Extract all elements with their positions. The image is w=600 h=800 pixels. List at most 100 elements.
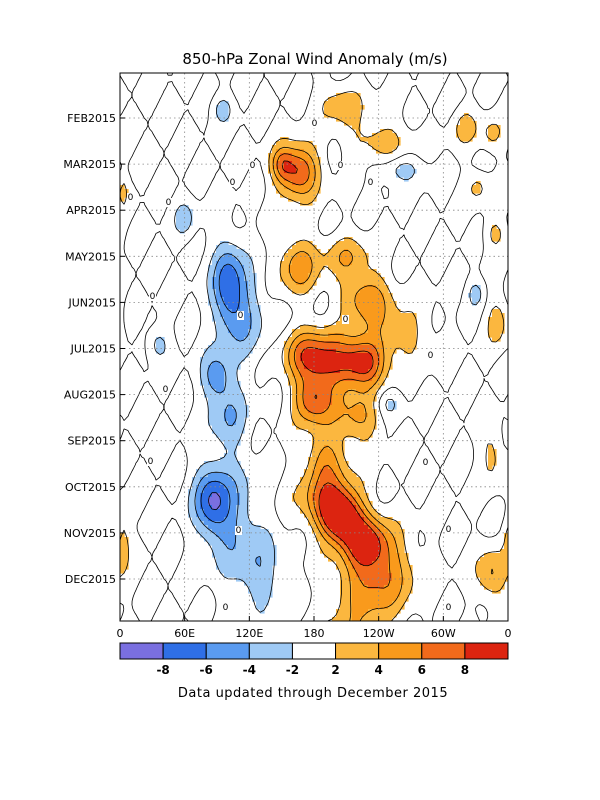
anomaly-cell bbox=[284, 365, 289, 370]
anomaly-cell bbox=[224, 493, 229, 498]
anomaly-cell bbox=[304, 169, 309, 174]
anomaly-cell bbox=[280, 145, 285, 150]
anomaly-cell bbox=[228, 297, 233, 302]
anomaly-cell bbox=[208, 377, 213, 382]
anomaly-cell bbox=[224, 285, 229, 290]
anomaly-cell bbox=[208, 289, 213, 294]
anomaly-cell bbox=[316, 493, 321, 498]
anomaly-cell bbox=[232, 397, 237, 402]
anomaly-cell bbox=[352, 481, 357, 486]
anomaly-cell bbox=[304, 273, 309, 278]
anomaly-cell bbox=[300, 165, 305, 170]
anomaly-cell bbox=[400, 325, 405, 330]
anomaly-cell bbox=[208, 285, 213, 290]
anomaly-cell bbox=[268, 585, 273, 590]
anomaly-cell bbox=[216, 461, 221, 466]
anomaly-cell bbox=[320, 341, 325, 346]
anomaly-cell bbox=[332, 441, 337, 446]
anomaly-cell bbox=[344, 373, 349, 378]
anomaly-cell bbox=[368, 373, 373, 378]
anomaly-cell bbox=[300, 181, 305, 186]
contour-lines bbox=[120, 73, 508, 621]
anomaly-cell bbox=[384, 541, 389, 546]
anomaly-cell bbox=[388, 605, 393, 610]
anomaly-cell bbox=[228, 329, 233, 334]
anomaly-cell bbox=[328, 329, 333, 334]
anomaly-cell bbox=[388, 549, 393, 554]
anomaly-cell bbox=[364, 385, 369, 390]
anomaly-cell bbox=[356, 489, 361, 494]
anomaly-cell bbox=[372, 301, 377, 306]
anomaly-cell bbox=[356, 581, 361, 586]
anomaly-cell bbox=[340, 397, 345, 402]
anomaly-cell bbox=[332, 349, 337, 354]
anomaly-cell bbox=[340, 453, 345, 458]
anomaly-cell bbox=[312, 529, 317, 534]
contour-label: 0 bbox=[312, 119, 318, 129]
anomaly-cell bbox=[224, 353, 229, 358]
anomaly-cell bbox=[288, 149, 293, 154]
anomaly-cell bbox=[212, 421, 217, 426]
anomaly-cell bbox=[188, 213, 193, 218]
anomaly-cell bbox=[340, 593, 345, 598]
anomaly-cell bbox=[352, 549, 357, 554]
anomaly-cell bbox=[396, 605, 401, 610]
anomaly-cell bbox=[492, 321, 497, 326]
anomaly-cell bbox=[328, 477, 333, 482]
anomaly-cell bbox=[224, 349, 229, 354]
anomaly-cell bbox=[304, 477, 309, 482]
anomaly-cell bbox=[216, 341, 221, 346]
anomaly-cell bbox=[328, 345, 333, 350]
anomaly-cell bbox=[212, 465, 217, 470]
anomaly-cell bbox=[488, 445, 493, 450]
anomaly-cell bbox=[348, 385, 353, 390]
anomaly-cell bbox=[372, 277, 377, 282]
anomaly-cell bbox=[220, 341, 225, 346]
anomaly-cell bbox=[324, 525, 329, 530]
anomaly-cell bbox=[372, 541, 377, 546]
anomaly-cell bbox=[372, 381, 377, 386]
anomaly-cell bbox=[216, 481, 221, 486]
anomaly-cell bbox=[232, 545, 237, 550]
contour-label-bg bbox=[127, 193, 134, 202]
anomaly-cell bbox=[384, 521, 389, 526]
anomaly-cell bbox=[388, 613, 393, 618]
anomaly-cell bbox=[248, 565, 253, 570]
anomaly-cell bbox=[284, 157, 289, 162]
anomaly-cell bbox=[256, 525, 261, 530]
anomaly-cell bbox=[340, 249, 345, 254]
anomaly-cell bbox=[200, 373, 205, 378]
anomaly-cell bbox=[344, 561, 349, 566]
anomaly-cell bbox=[320, 453, 325, 458]
anomaly-cell bbox=[392, 141, 397, 146]
anomaly-cell bbox=[308, 369, 313, 374]
anomaly-cell bbox=[504, 533, 508, 538]
anomaly-cell bbox=[368, 341, 373, 346]
anomaly-cell bbox=[496, 337, 501, 342]
anomaly-cell bbox=[372, 557, 377, 562]
anomaly-cell bbox=[224, 429, 229, 434]
anomaly-cell bbox=[364, 609, 369, 614]
anomaly-cell bbox=[244, 265, 249, 270]
anomaly-cell bbox=[204, 537, 209, 542]
anomaly-cell bbox=[240, 349, 245, 354]
anomaly-cell bbox=[292, 173, 297, 178]
anomaly-cell bbox=[272, 165, 277, 170]
anomaly-cell bbox=[384, 569, 389, 574]
anomaly-cell bbox=[220, 561, 225, 566]
anomaly-cell bbox=[404, 333, 409, 338]
anomaly-cell bbox=[344, 421, 349, 426]
anomaly-cell bbox=[328, 109, 333, 114]
anomaly-cell bbox=[244, 277, 249, 282]
anomaly-cell bbox=[348, 569, 353, 574]
anomaly-cell bbox=[232, 505, 237, 510]
anomaly-cell bbox=[388, 145, 393, 150]
anomaly-cell bbox=[316, 181, 321, 186]
anomaly-cell bbox=[220, 369, 225, 374]
anomaly-cell bbox=[360, 269, 365, 274]
anomaly-cell bbox=[212, 473, 217, 478]
anomaly-cell bbox=[348, 313, 353, 318]
anomaly-cell bbox=[332, 385, 337, 390]
anomaly-cell bbox=[224, 113, 229, 118]
anomaly-cell bbox=[320, 481, 325, 486]
